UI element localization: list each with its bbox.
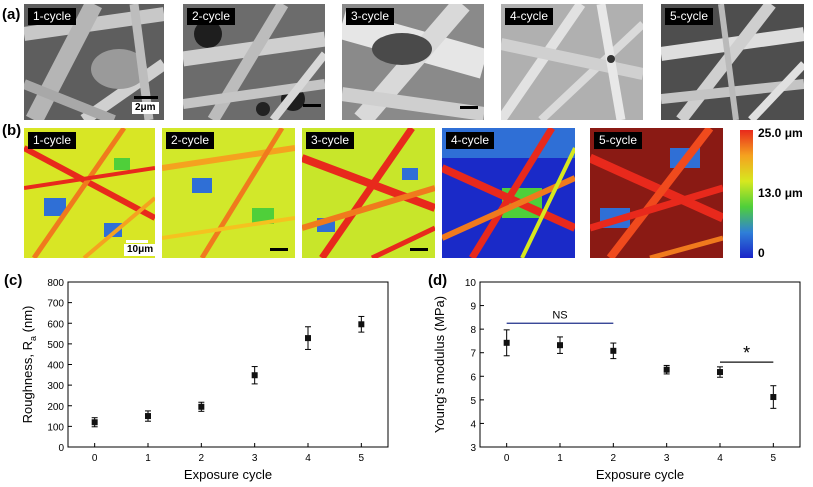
height-label-4: 4-cycle (446, 132, 495, 149)
y-tick-label: 600 (47, 319, 64, 330)
x-tick-label: 1 (557, 453, 563, 464)
height-map-2: 2-cycle (162, 128, 295, 258)
height-scale-label: 10μm (124, 244, 155, 256)
height-scale-bar-3 (410, 248, 428, 251)
sem-label-1: 1-cycle (28, 8, 77, 25)
colorbar-top-label: 25.0 μm (758, 126, 803, 140)
sem-image-4: 4-cycle (501, 4, 643, 120)
height-map-5: 5-cycle (590, 128, 723, 258)
y-tick-label: 5 (470, 396, 476, 407)
x-tick-label: 5 (359, 453, 365, 464)
data-point (557, 342, 563, 349)
x-tick-label: 1 (145, 453, 151, 464)
y-tick-label: 300 (47, 381, 64, 392)
colorbar-bottom-label: 0 (758, 246, 765, 260)
x-tick-label: 5 (771, 453, 777, 464)
panel-c-letter: (c) (4, 272, 23, 289)
y-tick-label: 700 (47, 299, 64, 310)
sem-scale-bar (134, 96, 158, 99)
data-point (610, 347, 617, 354)
y-tick-label: 500 (47, 340, 64, 351)
y-tick-label: 400 (47, 361, 64, 372)
sem-scale-bar-3 (460, 106, 478, 109)
youngs-modulus-chart: 3 4 5 6 7 8 9 10 0 1 2 3 4 5 Exposure cycle Young's mod… (432, 278, 801, 482)
significance-label: NS (552, 309, 567, 321)
sem-image-1: 1-cycle 2μm (24, 4, 164, 120)
height-scale-bar (126, 240, 148, 243)
y-tick-label: 10 (465, 278, 477, 289)
data-point (305, 335, 311, 342)
x-tick-label: 3 (252, 453, 258, 464)
y-tick-label: 200 (47, 402, 64, 413)
colorbar (740, 130, 753, 258)
panel-b-letter: (b) (2, 122, 22, 139)
y-tick-label: 7 (470, 349, 476, 360)
x-tick-label: 0 (504, 453, 510, 464)
sem-label-2: 2-cycle (187, 8, 236, 25)
y-tick-label: 8 (470, 325, 476, 336)
height-map-3: 3-cycle (302, 128, 435, 258)
panel-a-letter: (a) (2, 6, 21, 23)
height-label-5: 5-cycle (594, 132, 643, 149)
x-tick-label: 4 (305, 453, 311, 464)
height-map-4: 4-cycle (442, 128, 575, 258)
sem-label-5: 5-cycle (665, 8, 714, 25)
sem-scale-label: 2μm (132, 102, 159, 114)
height-map-1: 1-cycle 10μm (24, 128, 155, 258)
data-point (358, 321, 365, 328)
data-point (717, 369, 723, 376)
height-label-1: 1-cycle (28, 132, 77, 149)
sem-image-5: 5-cycle (661, 4, 804, 120)
data-point (503, 339, 510, 346)
y-tick-label: 6 (470, 372, 476, 383)
plot-frame (67, 281, 389, 448)
panel-d-letter: (d) (428, 272, 448, 289)
sem-image-3: 3-cycle (342, 4, 484, 120)
data-point (770, 394, 777, 401)
x-axis-label: Exposure cycle (596, 467, 684, 482)
y-tick-label: 9 (470, 302, 476, 313)
x-tick-label: 3 (664, 453, 670, 464)
plot-frame (479, 281, 801, 448)
y-tick-label: 800 (47, 278, 64, 289)
data-point (91, 419, 98, 426)
y-axis-label: Roughness, Ra (nm) (20, 306, 38, 424)
x-tick-label: 2 (611, 453, 617, 464)
sem-image-2: 2-cycle (183, 4, 325, 120)
x-tick-label: 2 (199, 453, 205, 464)
y-tick-label: 4 (470, 419, 476, 430)
data-point (663, 366, 670, 373)
sem-label-3: 3-cycle (346, 8, 395, 25)
roughness-chart: 0 100 200 300 400 500 600 700 800 0 1 2 3 4 5 Exposure … (20, 278, 389, 482)
significance-label: * (743, 343, 750, 363)
height-label-3: 3-cycle (306, 132, 355, 149)
x-tick-label: 4 (717, 453, 723, 464)
sem-scale-bar-2 (303, 104, 321, 107)
x-axis-label: Exposure cycle (184, 467, 272, 482)
x-tick-label: 0 (92, 453, 98, 464)
data-point (145, 413, 151, 420)
y-tick-label: 3 (470, 443, 476, 454)
height-scale-bar-2 (270, 248, 288, 251)
data-point (251, 372, 258, 379)
y-tick-label: 100 (47, 422, 64, 433)
height-label-2: 2-cycle (166, 132, 215, 149)
sem-label-4: 4-cycle (505, 8, 554, 25)
y-axis-label: Young's modulus (MPa) (432, 296, 447, 433)
data-point (198, 403, 205, 410)
y-tick-label: 0 (58, 443, 64, 454)
colorbar-mid-label: 13.0 μm (758, 186, 803, 200)
